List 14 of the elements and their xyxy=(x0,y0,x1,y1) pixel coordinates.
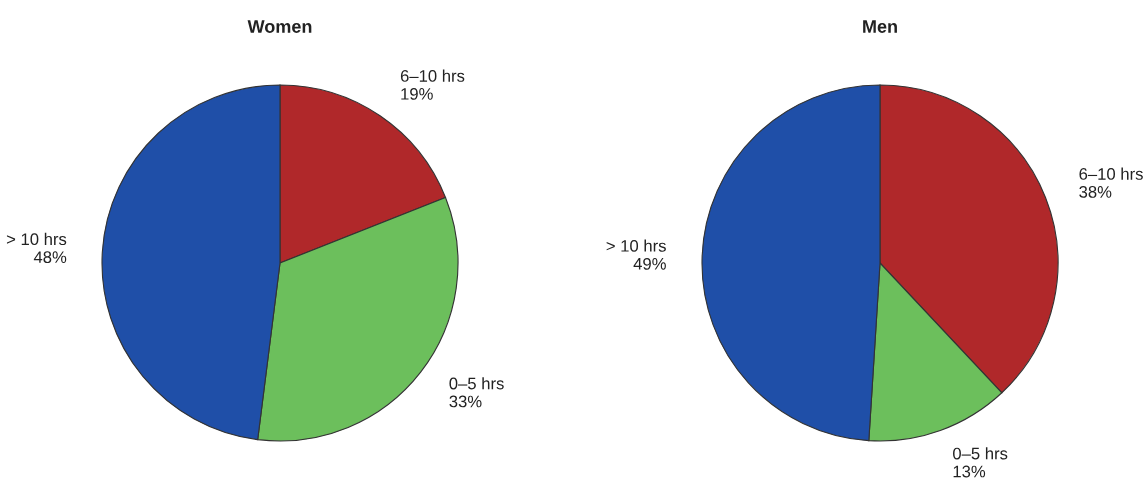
data-label: 49% xyxy=(633,257,666,270)
slice-label: > 10 hrs xyxy=(6,232,67,246)
data-label: 13% xyxy=(953,465,986,478)
data-label: 19% xyxy=(401,87,433,100)
data-label: 33% xyxy=(449,395,482,408)
data-label: 38% xyxy=(1079,186,1112,198)
slice-label: 0–5 hrs xyxy=(449,377,504,390)
chart-title: Women xyxy=(247,20,312,33)
slice-label: 0–5 hrs xyxy=(953,447,1008,460)
slice-label: > 10 hrs xyxy=(606,239,666,252)
chart-title: Men xyxy=(863,20,897,33)
slice-label: 6–10 hrs xyxy=(1079,167,1143,180)
data-label: 48% xyxy=(33,251,67,264)
slice-label: 6–10 hrs xyxy=(400,69,465,82)
